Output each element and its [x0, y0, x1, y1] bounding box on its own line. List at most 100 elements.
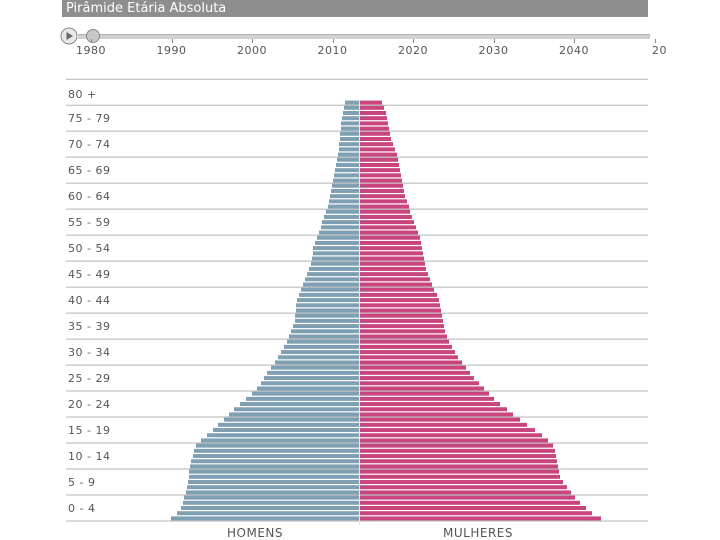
men-bar: [319, 230, 359, 235]
men-bar: [301, 287, 359, 292]
men-bar: [261, 381, 359, 386]
timeline-tick: [171, 39, 173, 43]
timeline-handle[interactable]: [86, 29, 100, 43]
age-group-label: 50 - 54: [68, 242, 110, 255]
men-bar: [311, 261, 359, 266]
women-bar: [360, 183, 403, 188]
men-bar: [191, 459, 359, 464]
women-bar: [360, 298, 439, 303]
age-group-label: 35 - 39: [68, 320, 110, 333]
women-bar: [360, 162, 399, 167]
women-bar: [360, 355, 458, 360]
women-bar: [360, 500, 580, 505]
men-bar: [289, 334, 359, 339]
men-bar: [340, 131, 359, 136]
women-bar: [360, 448, 555, 453]
women-bar: [360, 100, 382, 105]
timeline-tick: [413, 39, 414, 43]
men-bar: [339, 147, 359, 152]
men-bar: [342, 116, 359, 121]
men-bar: [257, 386, 359, 391]
men-bar: [326, 209, 359, 214]
women-bar: [360, 417, 520, 422]
men-bar: [330, 194, 359, 199]
men-bar: [305, 277, 359, 282]
women-bar: [360, 474, 560, 479]
men-bar: [189, 474, 359, 479]
women-bar: [360, 220, 414, 225]
timeline-tick: [654, 39, 656, 43]
men-bar: [328, 204, 359, 209]
age-group-label: 45 - 49: [68, 268, 110, 281]
women-bar: [360, 256, 424, 261]
men-bar: [313, 251, 359, 256]
women-bar: [360, 152, 397, 157]
age-group-label: 70 - 74: [68, 138, 110, 151]
age-group-label: 80 +: [68, 88, 97, 101]
women-bar: [360, 329, 445, 334]
women-bar: [360, 235, 420, 240]
women-bar: [360, 428, 535, 433]
men-bar: [329, 199, 359, 204]
men-bar: [336, 162, 359, 167]
men-bar: [338, 152, 359, 157]
women-bar: [360, 266, 426, 271]
age-group-label: 0 - 4: [68, 502, 95, 515]
women-bar: [360, 168, 400, 173]
men-bar: [187, 485, 359, 490]
men-bar: [207, 433, 359, 438]
men-bar: [193, 454, 359, 459]
women-bar: [360, 110, 386, 115]
women-bar: [360, 360, 462, 365]
age-group-label: 75 - 79: [68, 112, 110, 125]
age-group-label: 65 - 69: [68, 164, 110, 177]
women-bar: [360, 386, 484, 391]
men-bar: [307, 272, 359, 277]
women-bar: [360, 370, 470, 375]
men-bar: [177, 511, 359, 516]
men-bar: [229, 412, 359, 417]
men-bar: [299, 292, 359, 297]
men-bar: [296, 303, 359, 308]
women-bar: [360, 438, 548, 443]
women-bar: [360, 230, 418, 235]
women-bar: [360, 480, 563, 485]
men-bar: [340, 136, 359, 141]
women-bar: [360, 454, 556, 459]
play-icon[interactable]: [60, 27, 78, 45]
men-bar: [332, 183, 359, 188]
men-bar: [303, 282, 359, 287]
men-bar: [291, 329, 359, 334]
women-bar: [360, 204, 409, 209]
men-bar: [345, 100, 359, 105]
age-group-label: 15 - 19: [68, 424, 110, 437]
women-bar: [360, 412, 513, 417]
timeline-track[interactable]: [78, 34, 650, 39]
men-bar: [171, 516, 359, 521]
women-bar: [360, 214, 412, 219]
women-bar: [360, 126, 389, 131]
men-bar: [317, 235, 359, 240]
timeline-year-label: 2020: [398, 44, 428, 57]
women-bar: [360, 199, 407, 204]
women-bar: [360, 324, 444, 329]
men-bar: [181, 506, 359, 511]
men-bar: [275, 360, 359, 365]
women-bar: [360, 282, 432, 287]
age-group-label: 40 - 44: [68, 294, 110, 307]
women-bar: [360, 308, 441, 313]
women-bar: [360, 464, 558, 469]
men-bar: [284, 344, 359, 349]
timeline-tick: [91, 39, 92, 43]
men-bar: [213, 428, 359, 433]
women-bar: [360, 116, 387, 121]
timeline-year-label: 1980: [76, 44, 106, 57]
women-bar: [360, 443, 553, 448]
men-bar: [295, 318, 359, 323]
men-bar: [240, 402, 359, 407]
men-bar: [296, 308, 359, 313]
men-bar: [267, 370, 359, 375]
women-bar: [360, 511, 592, 516]
women-bar: [360, 469, 559, 474]
